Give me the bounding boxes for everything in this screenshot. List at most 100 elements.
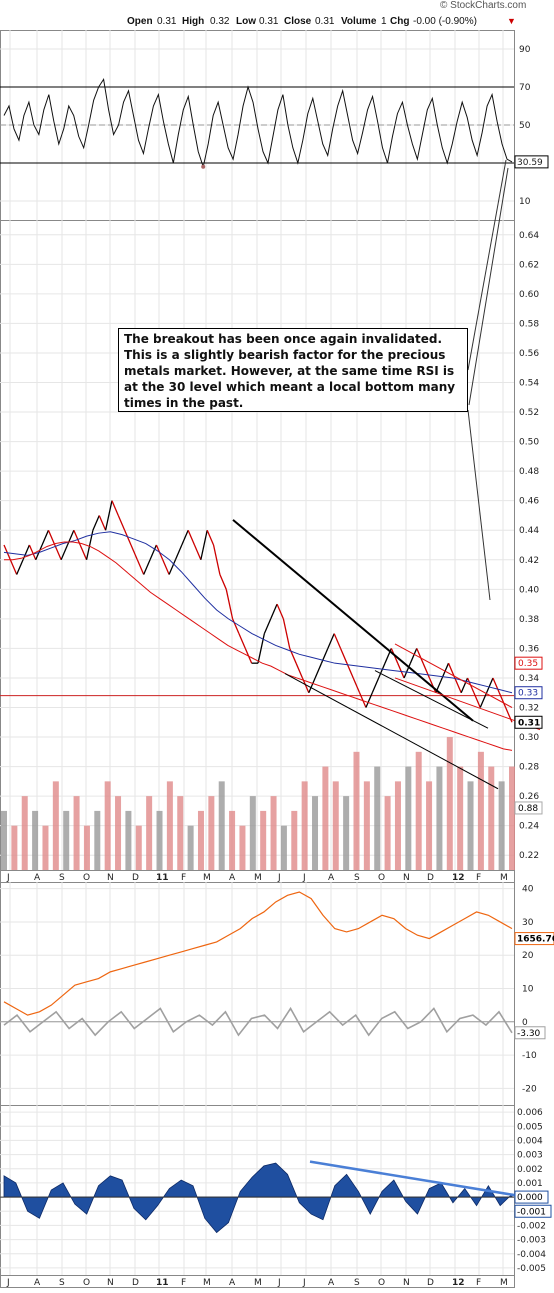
volume-bar xyxy=(384,796,391,870)
price-segment xyxy=(505,707,513,723)
price-segment xyxy=(454,677,462,693)
price-tick-label: 0.42 xyxy=(519,556,539,566)
price-tick-label: 0.22 xyxy=(519,851,539,861)
low-label: Low xyxy=(236,16,256,27)
month-label-bottom: S xyxy=(354,1278,360,1288)
close-label: Close xyxy=(284,16,312,27)
volume-bar xyxy=(436,766,443,870)
macd-last-value-label-2: -0.001 xyxy=(517,1207,546,1217)
month-label-top: 12 xyxy=(452,873,465,883)
quote-header: Open 0.31 High 0.32 Low 0.31 Close 0.31 … xyxy=(0,14,554,29)
pointer-line-rsi xyxy=(467,159,507,371)
annotation-box: The breakout has been once again invalid… xyxy=(118,328,468,412)
price-segment xyxy=(79,544,88,561)
price-segment xyxy=(346,662,354,679)
price-segment xyxy=(47,529,56,546)
macd-tick-label: 0.004 xyxy=(517,1136,543,1146)
macd-tick-label: 0.006 xyxy=(517,1108,543,1118)
price-segment xyxy=(212,544,221,575)
month-label-bottom: F xyxy=(181,1278,186,1288)
chg-value: -0.00 (-0.90%) xyxy=(413,16,477,27)
lower-channel-line xyxy=(284,673,499,790)
red-channel-upper xyxy=(394,643,513,708)
volume-bar xyxy=(94,810,101,870)
price-segment xyxy=(104,500,113,531)
month-label-bottom: M xyxy=(500,1278,508,1288)
momentum-last-value-box xyxy=(514,1026,546,1040)
price-tick-label: 0.30 xyxy=(519,733,539,743)
price-segment xyxy=(232,618,240,634)
price-segment xyxy=(352,677,361,693)
month-label-bottom: J xyxy=(302,1278,306,1288)
price-segment xyxy=(416,648,424,664)
volume-bar xyxy=(73,796,80,870)
macd-last-value-label: 0.000 xyxy=(517,1193,543,1203)
price-segment xyxy=(257,633,265,664)
price-segment xyxy=(276,603,284,620)
rsi-last-value-box xyxy=(514,155,549,169)
volume-bar xyxy=(239,825,246,870)
month-label-top: S xyxy=(354,873,360,883)
month-label-top: A xyxy=(34,873,41,883)
month-label-bottom: J xyxy=(6,1278,10,1288)
macd-last-value-box xyxy=(514,1190,549,1204)
price-tick-label: 0.52 xyxy=(519,408,539,418)
spx-last-value-box xyxy=(514,932,554,946)
rsi-last-value-label: 30.59 xyxy=(517,158,543,168)
month-label-bottom: M xyxy=(203,1278,211,1288)
macd-tick-label: 0.005 xyxy=(517,1122,543,1132)
open-value: 0.31 xyxy=(157,16,177,27)
month-label-bottom: O xyxy=(378,1278,385,1288)
volume-bar xyxy=(1,810,7,870)
month-label-top: J xyxy=(277,873,281,883)
volume-bar xyxy=(467,781,474,870)
price-segment xyxy=(60,544,69,561)
month-label-bottom: 11 xyxy=(156,1278,169,1288)
volume-bar xyxy=(135,825,142,870)
price-segment xyxy=(98,515,107,531)
down-triangle-icon: ▼ xyxy=(507,16,516,26)
volume-bar xyxy=(415,751,422,870)
macd-tick-label: -0.002 xyxy=(517,1221,546,1231)
spx-tick-label: 30 xyxy=(522,918,534,928)
volume-bar xyxy=(446,737,453,870)
price-segment xyxy=(263,618,272,634)
price-last-value-box xyxy=(514,686,543,700)
price-segment xyxy=(409,648,418,664)
volume-bar xyxy=(332,781,339,870)
price-segment xyxy=(28,544,37,561)
volume-bar xyxy=(197,810,204,870)
volume-bar xyxy=(270,796,277,870)
price-tick-label: 0.44 xyxy=(519,526,539,536)
volume-bar xyxy=(312,796,319,870)
volume-bar xyxy=(509,766,515,870)
month-label-bottom: S xyxy=(59,1278,65,1288)
volume-bar xyxy=(187,825,194,870)
price-tick-label: 0.26 xyxy=(519,792,539,802)
volume-bar xyxy=(498,781,505,870)
volume-bar xyxy=(208,796,215,870)
price-segment xyxy=(498,692,507,708)
price-segment xyxy=(149,544,157,561)
volume-bar xyxy=(249,796,256,870)
volume-bar xyxy=(63,810,70,870)
price-segment xyxy=(339,648,348,664)
month-label-top: F xyxy=(181,873,186,883)
spx-tick-label: 20 xyxy=(522,951,534,961)
price-segment xyxy=(422,662,431,679)
volume-bar xyxy=(125,810,132,870)
month-label-top: M xyxy=(203,873,211,883)
month-label-bottom: A xyxy=(34,1278,41,1288)
price-segment xyxy=(371,677,380,693)
price-tick-label: 0.24 xyxy=(519,822,539,832)
price-tick-label: 0.28 xyxy=(519,763,539,773)
pointer-line-price xyxy=(467,409,491,601)
volume-bar xyxy=(11,825,18,870)
volume-bar xyxy=(363,781,370,870)
price-segment xyxy=(365,692,373,708)
short-channel-line xyxy=(374,670,489,729)
rsi-tick-label: 50 xyxy=(519,121,531,131)
pointer-line-rsi-2 xyxy=(468,167,509,406)
month-label-bottom: N xyxy=(107,1278,114,1288)
